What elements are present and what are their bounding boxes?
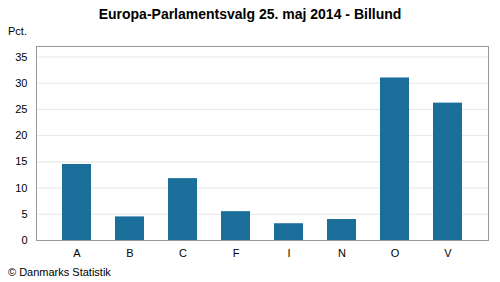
svg-text:5: 5 (21, 208, 27, 220)
svg-text:35: 35 (15, 51, 27, 63)
svg-text:0: 0 (21, 234, 27, 246)
svg-text:I: I (287, 247, 290, 259)
svg-text:25: 25 (15, 103, 27, 115)
svg-text:10: 10 (15, 182, 27, 194)
svg-text:20: 20 (15, 129, 27, 141)
svg-text:N: N (338, 247, 346, 259)
svg-text:B: B (126, 247, 133, 259)
html-text:Europa-Parlamentsvalg 25. maj: Europa-Parlamentsvalg 25. maj 2014 - Bil… (98, 6, 402, 22)
html-text:Pct.: Pct. (8, 25, 27, 37)
svg-text:F: F (233, 247, 240, 259)
svg-text:30: 30 (15, 77, 27, 89)
svg-text:O: O (391, 247, 400, 259)
svg-text:A: A (73, 247, 81, 259)
svg-text:C: C (179, 247, 187, 259)
html-text:© Danmarks Statistik: © Danmarks Statistik (8, 266, 111, 278)
svg-text:15: 15 (15, 155, 27, 167)
svg-text:V: V (444, 247, 452, 259)
